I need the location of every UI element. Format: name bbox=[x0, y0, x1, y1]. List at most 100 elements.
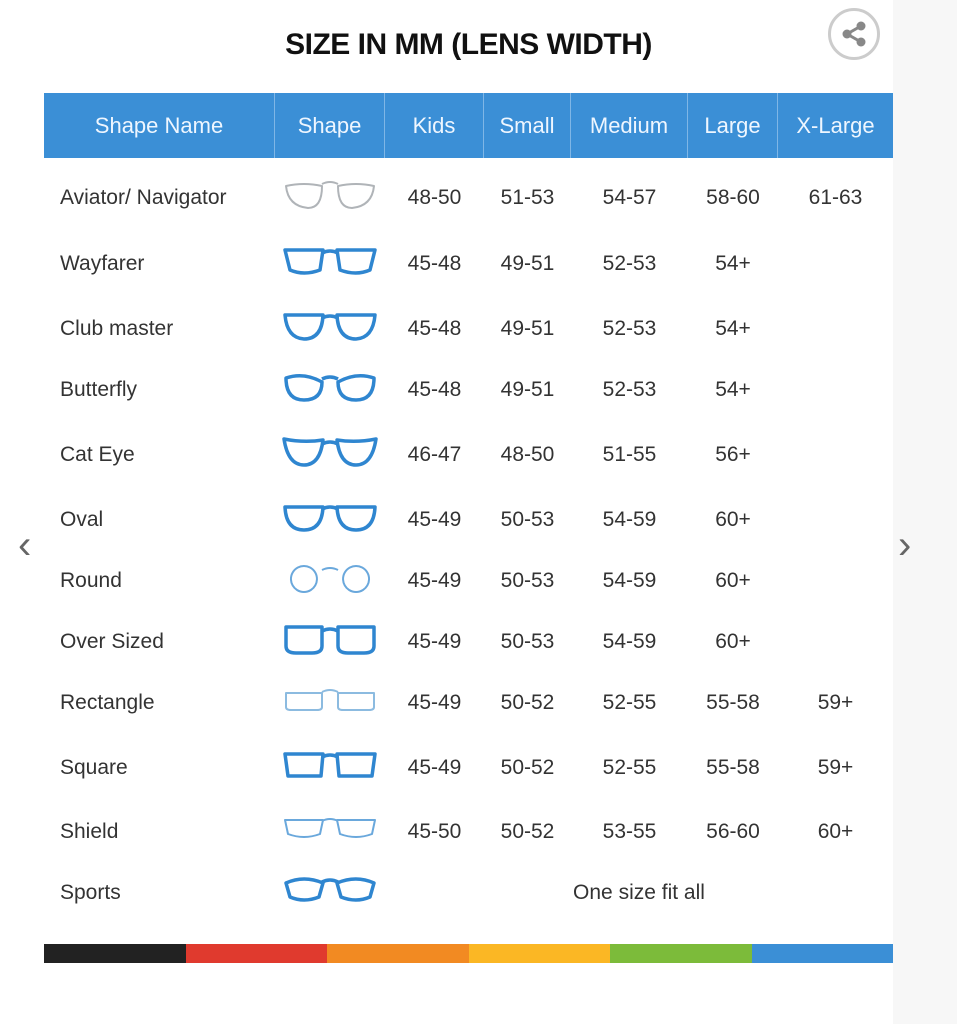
column-header: Kids bbox=[385, 93, 484, 158]
size-cell: 54+ bbox=[715, 317, 751, 340]
size-cell: 45-50 bbox=[407, 820, 462, 843]
size-cell: 52-53 bbox=[602, 252, 657, 275]
size-cell: 61-63 bbox=[808, 186, 863, 209]
size-cell: 52-53 bbox=[602, 317, 657, 340]
glasses-icon bbox=[275, 673, 385, 733]
size-cell: 50-52 bbox=[500, 820, 555, 843]
table-row: Round 45-49 50-53 54-59 60+ bbox=[44, 551, 893, 611]
glasses-icon bbox=[275, 863, 385, 923]
size-cell: 54+ bbox=[715, 378, 751, 401]
table-row: Oval 45-49 50-53 54-59 60+ bbox=[44, 490, 893, 550]
size-cell: 55-58 bbox=[706, 756, 760, 779]
size-cell: 50-53 bbox=[500, 630, 555, 653]
size-cell: 51-53 bbox=[500, 186, 555, 209]
color-bar-segment bbox=[751, 944, 893, 963]
shape-name: Oval bbox=[60, 508, 104, 531]
table-row: Sports One size fit all bbox=[44, 863, 893, 923]
glasses-icon bbox=[275, 612, 385, 672]
column-header: Shape bbox=[275, 93, 385, 158]
color-bar-segment bbox=[468, 944, 610, 963]
size-cell: 49-51 bbox=[500, 317, 555, 340]
column-header: Shape Name bbox=[44, 93, 275, 158]
glasses-icon bbox=[275, 490, 385, 550]
size-cell: 46-47 bbox=[407, 443, 462, 466]
size-cell: 54-59 bbox=[602, 630, 657, 653]
table-row: Square 45-49 50-52 52-55 55-58 59+ bbox=[44, 738, 893, 798]
chevron-left-icon[interactable]: ‹ bbox=[18, 523, 32, 567]
size-cell: 49-51 bbox=[500, 252, 555, 275]
size-cell: 45-48 bbox=[407, 252, 462, 275]
size-cell: 56-60 bbox=[706, 820, 760, 843]
column-header: Large bbox=[688, 93, 778, 158]
size-cell: 45-48 bbox=[407, 378, 462, 401]
oversized-glasses-icon bbox=[284, 625, 376, 655]
color-bar-segment bbox=[44, 944, 186, 963]
shape-name: Aviator/ Navigator bbox=[60, 186, 227, 209]
size-cell: 50-53 bbox=[500, 508, 555, 531]
column-header: Medium bbox=[571, 93, 688, 158]
color-bar-segment bbox=[327, 944, 469, 963]
table-row: Shield 45-50 50-52 53-55 56-60 60+ bbox=[44, 802, 893, 862]
glasses-icon bbox=[275, 425, 385, 485]
color-bar-segment bbox=[185, 944, 327, 963]
size-cell: 51-55 bbox=[602, 443, 657, 466]
size-cell: 50-52 bbox=[500, 756, 555, 779]
size-cell: 60+ bbox=[715, 569, 751, 592]
table-header: Shape Name Shape Kids Small Medium Large X-Lar… bbox=[44, 93, 893, 158]
size-cell: 45-48 bbox=[407, 317, 462, 340]
aviator-glasses-icon bbox=[285, 181, 375, 209]
shape-name: Round bbox=[60, 569, 122, 592]
size-cell: 60+ bbox=[715, 630, 751, 653]
side-strip bbox=[893, 0, 957, 1024]
column-header: Small bbox=[484, 93, 571, 158]
size-cell: 48-50 bbox=[500, 443, 555, 466]
column-header: X-Large bbox=[796, 113, 875, 138]
glasses-icon bbox=[275, 360, 385, 420]
glasses-icon bbox=[275, 299, 385, 359]
table-row: Club master 45-48 49-51 52-53 54+ bbox=[44, 299, 893, 359]
cateye-glasses-icon bbox=[282, 437, 378, 467]
size-cell: 50-52 bbox=[500, 691, 555, 714]
size-cell: 54-59 bbox=[602, 508, 657, 531]
size-cell: 60+ bbox=[715, 508, 751, 531]
size-cell: 52-53 bbox=[602, 378, 657, 401]
size-cell: 50-53 bbox=[500, 569, 555, 592]
size-cell: 45-49 bbox=[407, 630, 462, 653]
shape-name: Cat Eye bbox=[60, 443, 135, 466]
size-span-text: One size fit all bbox=[573, 881, 705, 904]
table-row: Over Sized 45-49 50-53 54-59 60+ bbox=[44, 612, 893, 672]
glasses-icon bbox=[275, 802, 385, 862]
share-button[interactable] bbox=[828, 8, 880, 60]
shape-name: Shield bbox=[60, 820, 119, 843]
shape-name: Over Sized bbox=[60, 630, 164, 653]
page-title: SIZE IN MM (LENS WIDTH) bbox=[285, 28, 652, 61]
clubmaster-glasses-icon bbox=[283, 313, 377, 341]
rectangle-glasses-icon bbox=[285, 689, 375, 711]
glasses-icon bbox=[275, 168, 385, 228]
size-cell: 54+ bbox=[715, 252, 751, 275]
round-glasses-icon bbox=[289, 565, 371, 593]
table-row: Wayfarer 45-48 49-51 52-53 54+ bbox=[44, 234, 893, 294]
share-icon bbox=[842, 21, 866, 47]
chevron-right-icon[interactable]: › bbox=[898, 523, 912, 567]
size-cell: 52-55 bbox=[602, 691, 657, 714]
size-cell: 56+ bbox=[715, 443, 751, 466]
butterfly-glasses-icon bbox=[284, 374, 376, 402]
shape-name: Square bbox=[60, 756, 128, 779]
table-row: Butterfly 45-48 49-51 52-53 54+ bbox=[44, 360, 893, 420]
glasses-icon bbox=[275, 551, 385, 611]
glasses-icon bbox=[275, 234, 385, 294]
wayfarer-glasses-icon bbox=[283, 248, 377, 275]
color-bar bbox=[44, 944, 893, 963]
size-cell: 49-51 bbox=[500, 378, 555, 401]
size-cell: 53-55 bbox=[602, 820, 657, 843]
size-cell: 54-59 bbox=[602, 569, 657, 592]
size-cell: 45-49 bbox=[407, 508, 462, 531]
oval-glasses-icon bbox=[283, 505, 377, 532]
shape-name: Rectangle bbox=[60, 691, 155, 714]
sports-glasses-icon bbox=[284, 877, 376, 902]
shield-glasses-icon bbox=[284, 818, 376, 838]
size-cell: 59+ bbox=[817, 691, 854, 714]
size-cell: 54-57 bbox=[602, 186, 657, 209]
